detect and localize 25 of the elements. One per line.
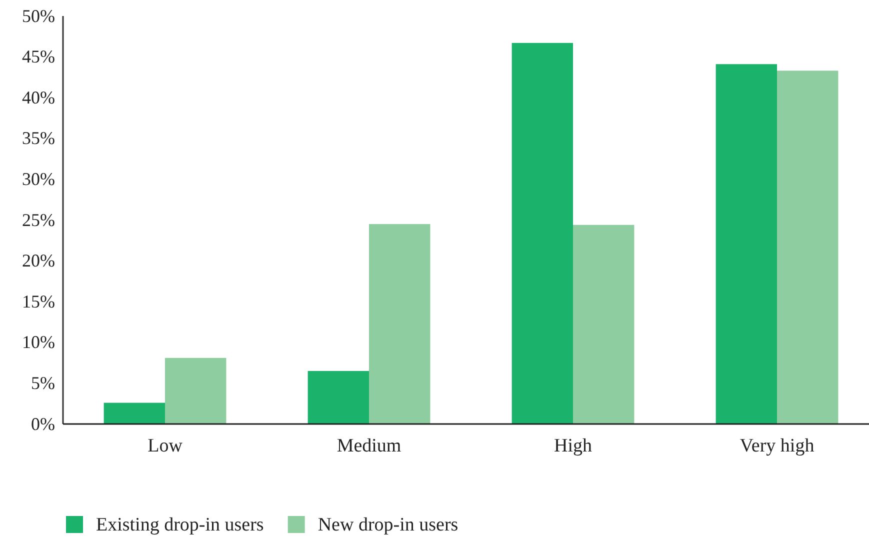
x-tick-label: Very high (740, 435, 815, 456)
bar (716, 64, 777, 424)
y-tick-label: 0% (31, 414, 55, 434)
y-tick-label: 20% (22, 250, 55, 271)
y-tick-label: 30% (22, 168, 55, 189)
legend-label: New drop-in users (318, 514, 458, 536)
x-tick-label: Medium (336, 435, 402, 456)
bar (573, 224, 634, 424)
legend-label: Existing drop-in users (96, 514, 264, 536)
y-tick-label: 35% (22, 128, 55, 148)
y-tick-label: 5% (31, 372, 55, 393)
y-tick-label: 10% (22, 332, 55, 352)
bar (512, 42, 573, 424)
y-tick-label: 45% (22, 46, 55, 67)
y-tick-label: 40% (22, 87, 55, 108)
bar (308, 370, 369, 424)
bar (165, 358, 226, 424)
bar (777, 70, 838, 424)
y-tick-label: 15% (22, 291, 55, 312)
y-tick-label: 25% (22, 210, 55, 230)
bar (104, 402, 165, 424)
x-tick-label: High (554, 435, 592, 456)
bar (369, 224, 430, 424)
x-tick-label: Low (148, 435, 183, 456)
y-tick-label: 50% (22, 6, 55, 26)
